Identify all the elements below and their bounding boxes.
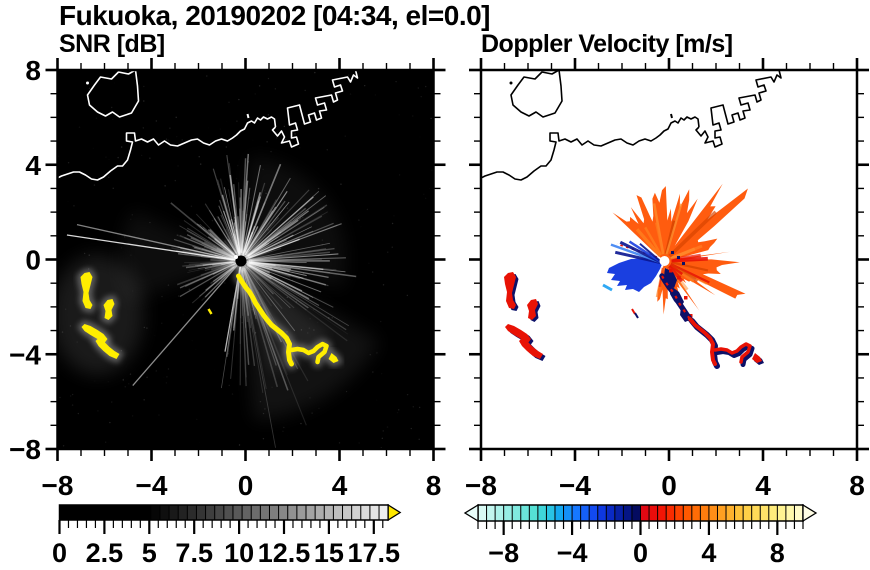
- figure-title: Fukuoka, 20190202 [04:34, el=0.0]: [59, 0, 491, 31]
- colorbar-snr-tick-label: 0: [52, 538, 67, 568]
- x-tick-label: 8: [849, 470, 865, 501]
- coastline-harbor-piers: [271, 70, 359, 148]
- velocity-under-range-arrow: [463, 503, 479, 523]
- x-tick-label: −8: [42, 470, 74, 501]
- y-tick-label: −4: [9, 339, 41, 370]
- panel-velocity: [481, 70, 857, 449]
- coastline-harbor-piers: [695, 70, 782, 148]
- colorbar-velocity-tick-label: 4: [701, 538, 716, 568]
- inbound-velocity-wedge: [607, 258, 663, 292]
- colorbar-velocity-tick-label: −4: [557, 538, 588, 568]
- ship-echoes: [504, 272, 764, 369]
- x-tick-label: 4: [755, 470, 771, 501]
- panel-title-velocity: Doppler Velocity [m/s]: [481, 30, 733, 58]
- axes-velocity: [469, 58, 869, 461]
- colorbar-velocity-tick-label: −8: [488, 538, 519, 568]
- y-tick-label: −8: [9, 434, 41, 465]
- x-tick-label: 0: [661, 470, 677, 501]
- colorbar-snr-tick-label: 5: [142, 538, 157, 568]
- x-tick-label: −8: [465, 470, 497, 501]
- snr-over-range-arrow: [387, 503, 402, 522]
- yellow-saturated-echoes: [80, 272, 339, 367]
- y-tick-label: 4: [25, 150, 41, 181]
- colorbar-snr: 0 2.5 5 7.5 10 12.5 15 17.5: [52, 503, 402, 568]
- colorbar-snr-tick-label: 10: [224, 538, 254, 568]
- coastline-islet: [670, 113, 673, 119]
- colorbar-snr-tick-label: 12.5: [258, 538, 311, 568]
- blocked-sector-wedge: [131, 261, 241, 379]
- axes-snr: [45, 58, 446, 461]
- west-cluster-haze: [57, 255, 144, 375]
- colorbar-velocity-tick-label: 8: [770, 538, 785, 568]
- velocity-over-range-arrow: [802, 503, 818, 523]
- y-tick-label: 8: [25, 55, 41, 86]
- radar-center-snr: [235, 255, 247, 267]
- x-tick-label: 4: [332, 470, 348, 501]
- colorbar-velocity-tick-label: 0: [633, 538, 648, 568]
- colorbar-velocity: −8 −4 0 4 8: [463, 503, 818, 568]
- coastline-island: [510, 70, 563, 118]
- coastline-mainland: [481, 116, 700, 181]
- panel-snr: [57, 70, 434, 449]
- coastline-islet: [246, 113, 250, 119]
- panel-title-snr: SNR [dB]: [59, 30, 165, 58]
- outbound-velocity-fan: [612, 183, 748, 315]
- x-tick-label: 0: [238, 470, 254, 501]
- colorbar-snr-tick-label: 17.5: [348, 538, 401, 568]
- coastline-island: [86, 70, 140, 118]
- x-tick-label: 8: [426, 470, 442, 501]
- colorbar-snr-tick-label: 7.5: [175, 538, 213, 568]
- x-tick-label: −4: [559, 470, 591, 501]
- x-tick-label: −4: [136, 470, 168, 501]
- y-tick-label: 0: [25, 245, 41, 276]
- radar-center-velocity: [659, 256, 670, 266]
- colorbar-snr-tick-label: 15: [314, 538, 344, 568]
- coastline-mainland: [57, 116, 277, 181]
- colorbar-snr-tick-label: 2.5: [86, 538, 124, 568]
